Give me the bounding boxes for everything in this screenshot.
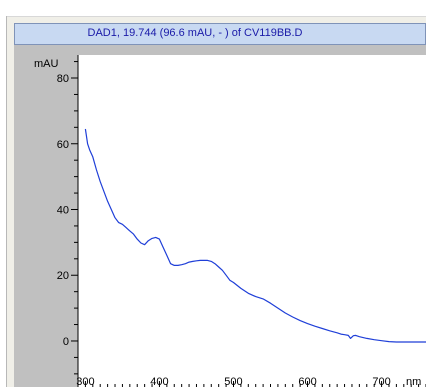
spectrum-series-line: [84, 128, 426, 343]
chart-title: DAD1, 19.744 (96.6 mAU, - ) of CV119BB.D: [87, 27, 303, 39]
x-tick-label: 600: [298, 376, 316, 387]
plot-area: [78, 55, 426, 387]
y-tick-label: 80: [57, 73, 69, 85]
x-axis-label: nm: [406, 376, 421, 387]
x-tick-label: 700: [372, 376, 390, 387]
x-tick-label: 300: [76, 376, 94, 387]
spectrum-chart: mAU nm 0 20 40 60 80 300 400 500 600 700: [34, 55, 426, 387]
y-axis-ticks: 0 20 40 60 80: [57, 61, 78, 375]
plot-panel: mAU nm 0 20 40 60 80 300 400 500 600 700: [14, 45, 426, 387]
chart-title-bar: DAD1, 19.744 (96.6 mAU, - ) of CV119BB.D: [14, 23, 426, 45]
y-axis-label: mAU: [34, 58, 59, 70]
y-tick-label: 40: [57, 204, 69, 216]
x-tick-label: 400: [150, 376, 168, 387]
y-tick-label: 0: [63, 336, 69, 348]
y-tick-label: 60: [57, 139, 69, 151]
window-top-border: [0, 0, 426, 17]
x-tick-label: 500: [224, 376, 242, 387]
y-tick-label: 20: [57, 270, 69, 282]
series-layer: [84, 128, 426, 343]
x-axis-ticks: 300 400 500 600 700: [76, 376, 426, 387]
window-left-edge: [0, 16, 7, 387]
